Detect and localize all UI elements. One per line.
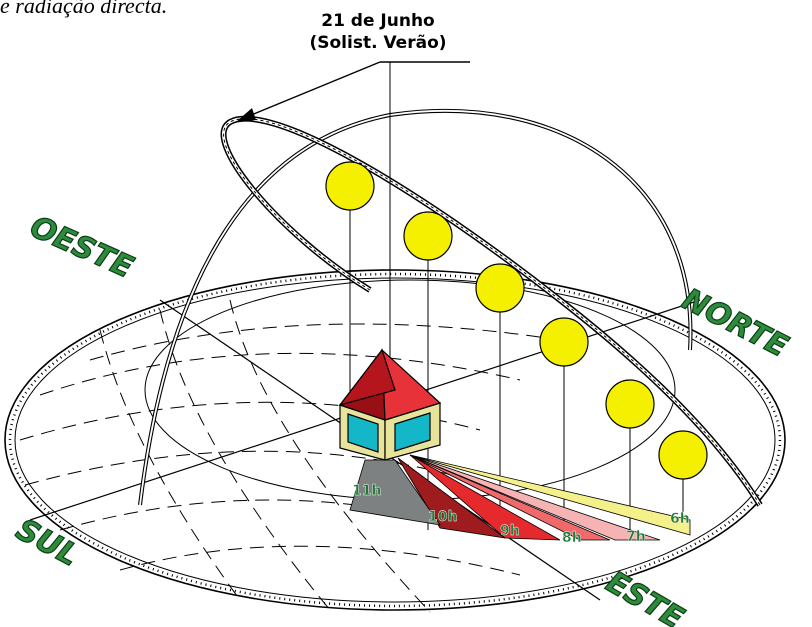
shadow-8h: [409, 454, 611, 541]
dome-arches: [138, 109, 693, 506]
hour-label-10h: 10h: [428, 509, 457, 525]
hour-label-8h: 8h: [562, 530, 582, 546]
sun-path-arc: [220, 115, 763, 507]
shadow-10h: [397, 457, 506, 539]
sun-positions: [325, 161, 708, 480]
direction-east: ESTE: [600, 565, 690, 627]
house-model: [338, 348, 442, 461]
shadow-9h: [409, 454, 561, 541]
hour-label-9h: 9h: [500, 523, 520, 539]
window-right: [394, 412, 431, 452]
direction-west: OESTE: [25, 209, 139, 285]
window-left: [347, 413, 379, 453]
callout-season: (Solist. Verão): [309, 33, 447, 53]
sun-position-icon: [475, 263, 525, 313]
shadow-fans: [349, 454, 691, 541]
roof-back: [338, 348, 396, 407]
shadow-7h: [409, 454, 661, 541]
intro-text: e radiação directa.: [0, 0, 168, 18]
sun-position-icon: [403, 211, 453, 261]
sun-position-icon: [325, 161, 375, 211]
hour-label-11h: 11h: [352, 483, 381, 499]
sun-position-icon: [539, 317, 589, 367]
sun-position-icon: [658, 430, 708, 480]
callout-arrow: [236, 61, 470, 122]
hour-label-7h: 7h: [626, 529, 646, 545]
shadow-6h: [409, 454, 691, 536]
callout-date: 21 de Junho: [321, 11, 435, 31]
sun-position-icon: [605, 379, 655, 429]
solstice-callout: 21 de Junho (Solist. Verão): [258, 10, 498, 54]
hour-label-6h: 6h: [670, 511, 690, 527]
